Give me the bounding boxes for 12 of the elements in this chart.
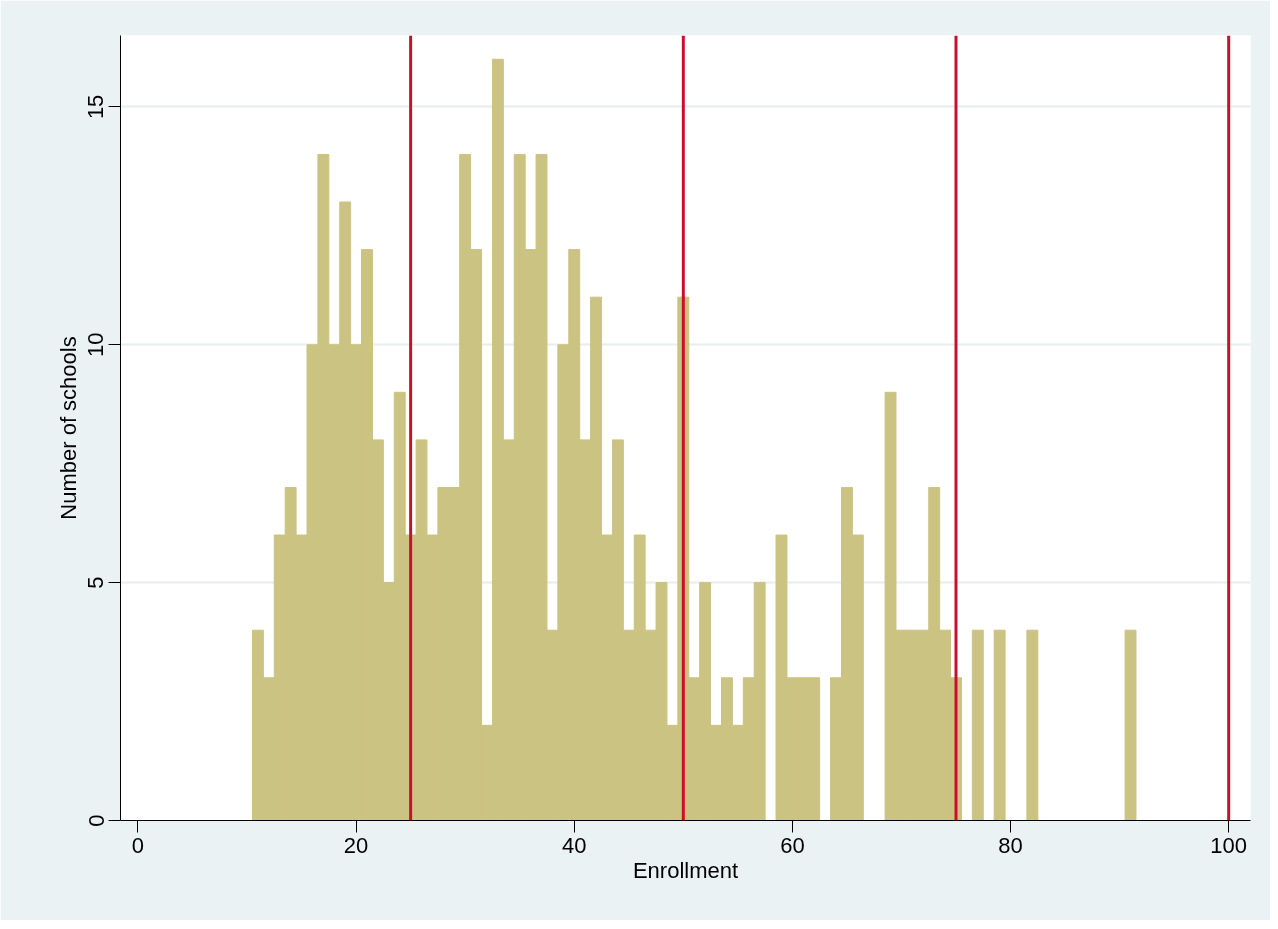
x-tick-label: 80 [998, 832, 1023, 858]
x-tick-label: 0 [131, 832, 145, 858]
x-tick-label: 100 [1210, 832, 1248, 858]
x-tick-label: 20 [343, 832, 369, 858]
y-tick-label: 5 [83, 576, 109, 589]
x-axis-title: Enrollment [632, 857, 739, 883]
y-axis-title: Number of schools [55, 336, 81, 520]
x-tick-label: 40 [562, 832, 587, 858]
y-tick-label: 10 [83, 332, 109, 357]
x-tick-label: 60 [780, 832, 805, 858]
y-tick-label: 15 [83, 94, 109, 120]
y-tick-label: 0 [83, 814, 109, 827]
